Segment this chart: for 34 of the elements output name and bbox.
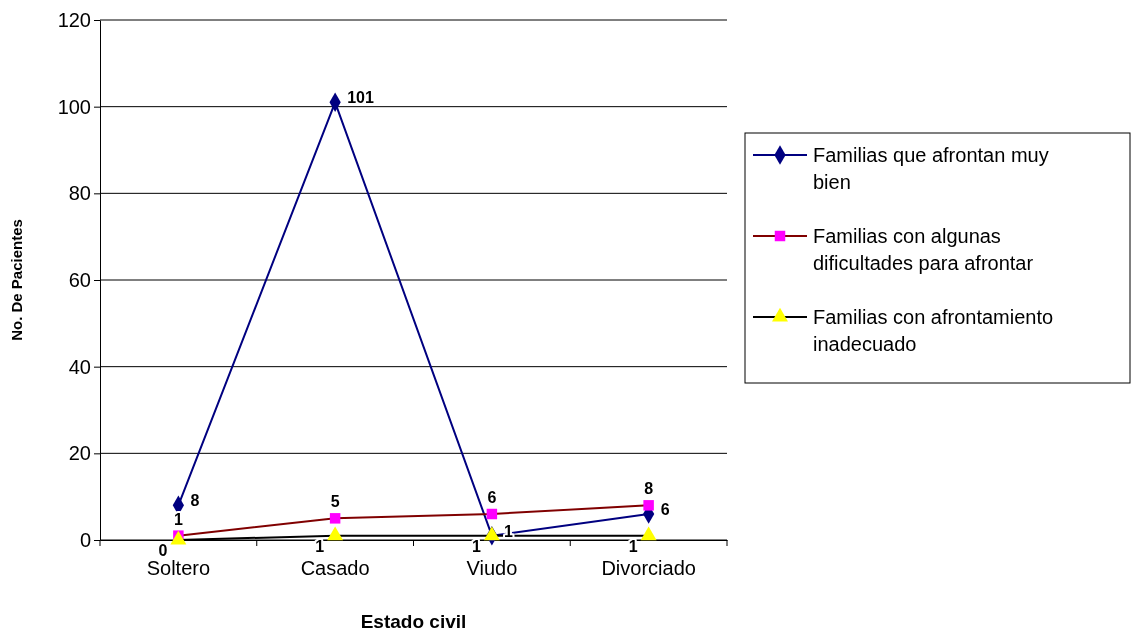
point — [483, 526, 500, 541]
x-axis-title: Estado civil — [360, 611, 467, 632]
data-label: 1 — [315, 537, 325, 555]
legend-label: Familias con afrontamiento inadecuado — [813, 306, 1054, 355]
y-axis-title: No. De Pacientes — [8, 219, 25, 341]
y-tick-label: 80 — [68, 182, 91, 205]
data-label: 8 — [644, 480, 654, 498]
legend-label: Familias con algunas dificultades para afrontar — [813, 225, 1034, 274]
x-tick-label: Viudo — [466, 557, 518, 580]
data-label: 5 — [330, 493, 340, 511]
data-label: 101 — [347, 89, 374, 107]
x-tick-label: Soltero — [146, 557, 211, 580]
x-tick-label: Divorciado — [601, 557, 696, 580]
y-tick-label: 40 — [68, 355, 91, 378]
point — [640, 526, 657, 541]
y-tick-label: 100 — [57, 95, 91, 118]
data-label: 8 — [190, 492, 200, 510]
data-label: 1 — [628, 537, 638, 555]
data-label: 0 — [158, 542, 168, 559]
y-tick-label: 0 — [79, 528, 91, 551]
x-tick-label: Casado — [300, 557, 370, 580]
data-label: 6 — [487, 489, 497, 506]
y-tick-label: 120 — [57, 8, 91, 31]
point — [170, 530, 187, 545]
point — [329, 513, 341, 524]
point — [643, 500, 654, 511]
y-tick-label: 60 — [68, 268, 91, 291]
point — [327, 526, 344, 541]
legend-label: Familias que afrontan muy bien — [813, 144, 1049, 193]
y-tick-label: 20 — [68, 442, 91, 465]
data-label: 6 — [660, 501, 670, 518]
data-label: 1 — [173, 510, 183, 528]
data-label: 1 — [471, 537, 481, 555]
point — [486, 508, 498, 520]
